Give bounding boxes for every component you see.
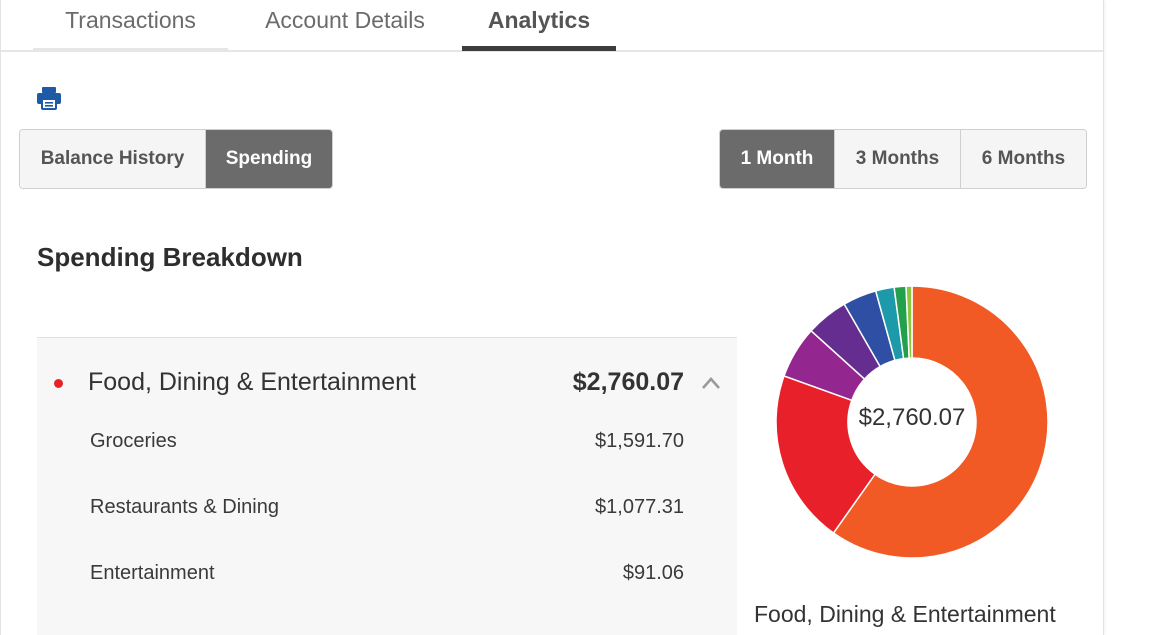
tab-transactions[interactable]: Transactions: [33, 0, 228, 50]
tab-analytics[interactable]: Analytics: [462, 0, 616, 51]
donut-caption: Food, Dining & Entertainment: [754, 601, 1056, 627]
list-item: Restaurants & Dining $1,077.31: [37, 488, 737, 528]
spending-donut-chart[interactable]: [773, 283, 1051, 561]
donut-slice-0[interactable]: [832, 285, 1049, 559]
subcategory-value: $1,591.70: [595, 430, 684, 452]
list-item: Groceries $1,591.70: [37, 422, 737, 462]
subcategory-label: Entertainment: [90, 562, 215, 584]
view-toggle: Balance History Spending: [19, 129, 333, 189]
subcategory-label: Groceries: [90, 430, 177, 452]
balance-history-button[interactable]: Balance History: [20, 130, 206, 188]
category-header[interactable]: Food, Dining & Entertainment $2,760.07: [37, 338, 737, 428]
spending-button[interactable]: Spending: [206, 130, 332, 188]
category-total: $2,760.07: [572, 368, 684, 396]
chevron-up-icon[interactable]: [701, 376, 721, 390]
printer-icon[interactable]: [36, 86, 62, 110]
donut-slice-1[interactable]: [775, 374, 877, 535]
list-item: Entertainment $91.06: [37, 554, 737, 594]
section-title: Spending Breakdown: [37, 242, 303, 272]
analytics-panel: Transactions Account Details Analytics B…: [0, 0, 1104, 635]
range-toggle: 1 Month 3 Months 6 Months: [719, 129, 1087, 189]
range-1-month-button[interactable]: 1 Month: [720, 130, 835, 188]
subcategory-value: $91.06: [622, 562, 684, 584]
subcategory-label: Restaurants & Dining: [90, 496, 279, 518]
category-panel: Food, Dining & Entertainment $2,760.07 G…: [37, 337, 737, 635]
donut-slice-7[interactable]: [905, 285, 913, 359]
tab-account-details[interactable]: Account Details: [265, 7, 425, 33]
donut-center-label: $2,760.07: [858, 404, 966, 431]
range-3-months-button[interactable]: 3 Months: [835, 130, 961, 188]
category-color-dot: [54, 379, 63, 388]
tab-bar: Transactions Account Details Analytics: [1, 0, 1103, 52]
category-name: Food, Dining & Entertainment: [88, 368, 416, 396]
subcategory-value: $1,077.31: [595, 496, 684, 518]
range-6-months-button[interactable]: 6 Months: [961, 130, 1086, 188]
